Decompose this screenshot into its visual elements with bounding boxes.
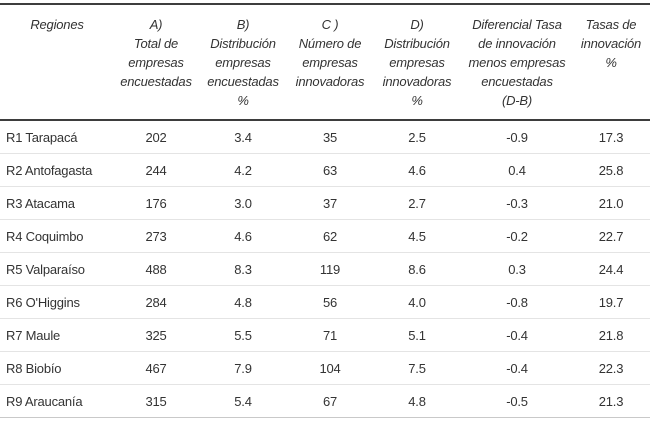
table-row: R3 Atacama 176 3.0 37 2.7 -0.3 21.0 xyxy=(0,186,650,220)
region-cell: R6 O'Higgins xyxy=(0,285,114,319)
region-cell: R3 Atacama xyxy=(0,186,114,220)
table-row: R8 Biobío 467 7.9 104 7.5 -0.4 22.3 xyxy=(0,351,650,385)
value-cell: 62 xyxy=(288,219,372,253)
column-header-total-encuestadas: A) Total de empresas encuestadas xyxy=(120,17,192,89)
value-cell: 7.5 xyxy=(372,351,462,385)
column-header-tasas-innovacion: Tasas de innovación % xyxy=(580,17,642,70)
table-row: R1 Tarapacá 202 3.4 35 2.5 -0.9 17.3 xyxy=(0,120,650,154)
value-cell: 176 xyxy=(114,186,198,220)
region-cell: R9 Araucanía xyxy=(0,384,114,418)
value-cell: 4.6 xyxy=(372,153,462,187)
value-cell: 202 xyxy=(114,120,198,154)
value-cell: -0.3 xyxy=(462,186,572,220)
column-header-numero-innovadoras: C ) Número de empresas innovadoras xyxy=(295,17,365,89)
value-cell: -0.4 xyxy=(462,318,572,352)
value-cell: 21.8 xyxy=(572,318,650,352)
value-cell: 3.4 xyxy=(198,120,288,154)
region-cell: R5 Valparaíso xyxy=(0,252,114,286)
value-cell: 4.8 xyxy=(372,384,462,418)
value-cell: 21.3 xyxy=(572,384,650,418)
value-cell: 4.6 xyxy=(198,219,288,253)
value-cell: -0.8 xyxy=(462,285,572,319)
column-header-distribucion-encuestadas: B) Distribución empresas encuestadas % xyxy=(207,17,279,108)
value-cell: 24.4 xyxy=(572,252,650,286)
table-row: R7 Maule 325 5.5 71 5.1 -0.4 21.8 xyxy=(0,318,650,352)
value-cell: 37 xyxy=(288,186,372,220)
column-header-regiones: Regiones xyxy=(30,17,84,32)
value-cell: 7.9 xyxy=(198,351,288,385)
value-cell: 71 xyxy=(288,318,372,352)
column-header-distribucion-innovadoras: D) Distribución empresas innovadoras % xyxy=(382,17,452,108)
value-cell: 8.6 xyxy=(372,252,462,286)
value-cell: 5.1 xyxy=(372,318,462,352)
region-cell: R4 Coquimbo xyxy=(0,219,114,253)
value-cell: 22.3 xyxy=(572,351,650,385)
value-cell: 19.7 xyxy=(572,285,650,319)
value-cell: 21.0 xyxy=(572,186,650,220)
value-cell: 56 xyxy=(288,285,372,319)
value-cell: 35 xyxy=(288,120,372,154)
region-cell: R2 Antofagasta xyxy=(0,153,114,187)
value-cell: 2.5 xyxy=(372,120,462,154)
table-row: R5 Valparaíso 488 8.3 119 8.6 0.3 24.4 xyxy=(0,252,650,286)
value-cell: 17.3 xyxy=(572,120,650,154)
table-row: R4 Coquimbo 273 4.6 62 4.5 -0.2 22.7 xyxy=(0,219,650,253)
value-cell: 4.5 xyxy=(372,219,462,253)
value-cell: 244 xyxy=(114,153,198,187)
value-cell: 284 xyxy=(114,285,198,319)
region-cell: R1 Tarapacá xyxy=(0,120,114,154)
value-cell: 22.7 xyxy=(572,219,650,253)
value-cell: 104 xyxy=(288,351,372,385)
value-cell: -0.5 xyxy=(462,384,572,418)
table-row: R6 O'Higgins 284 4.8 56 4.0 -0.8 19.7 xyxy=(0,285,650,319)
table-header-row: Regiones A) Total de empresas encuestada… xyxy=(0,4,650,120)
value-cell: 4.0 xyxy=(372,285,462,319)
region-cell: R8 Biobío xyxy=(0,351,114,385)
value-cell: 315 xyxy=(114,384,198,418)
region-cell: R7 Maule xyxy=(0,318,114,352)
column-header-diferencial-tasa: Diferencial Tasa de innovación menos emp… xyxy=(468,17,566,108)
value-cell: -0.2 xyxy=(462,219,572,253)
value-cell: 5.4 xyxy=(198,384,288,418)
value-cell: 63 xyxy=(288,153,372,187)
value-cell: 25.8 xyxy=(572,153,650,187)
value-cell: 488 xyxy=(114,252,198,286)
value-cell: 8.3 xyxy=(198,252,288,286)
value-cell: 2.7 xyxy=(372,186,462,220)
value-cell: 0.4 xyxy=(462,153,572,187)
value-cell: 325 xyxy=(114,318,198,352)
value-cell: 67 xyxy=(288,384,372,418)
table-row: R2 Antofagasta 244 4.2 63 4.6 0.4 25.8 xyxy=(0,153,650,187)
value-cell: 273 xyxy=(114,219,198,253)
value-cell: 4.2 xyxy=(198,153,288,187)
regions-innovation-table: Regiones A) Total de empresas encuestada… xyxy=(0,3,650,418)
value-cell: 467 xyxy=(114,351,198,385)
value-cell: 5.5 xyxy=(198,318,288,352)
value-cell: 4.8 xyxy=(198,285,288,319)
value-cell: 0.3 xyxy=(462,252,572,286)
table-row: R9 Araucanía 315 5.4 67 4.8 -0.5 21.3 xyxy=(0,384,650,418)
value-cell: 119 xyxy=(288,252,372,286)
value-cell: 3.0 xyxy=(198,186,288,220)
value-cell: -0.4 xyxy=(462,351,572,385)
value-cell: -0.9 xyxy=(462,120,572,154)
